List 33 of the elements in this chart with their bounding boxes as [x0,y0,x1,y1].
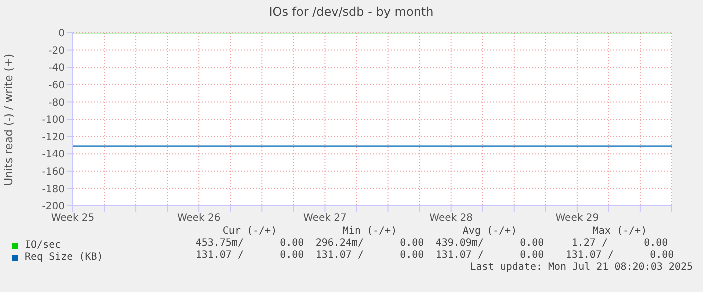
y-tick-label: -100 [42,115,65,126]
text: 296.24m/ 0.00 [316,238,424,249]
y-tick-label: -120 [42,132,65,144]
chart-title: IOs for /dev/sdb - by month [268,5,435,19]
text: 439.09m/ 0.00 [436,238,544,249]
text: Avg (-/+) [462,226,518,237]
x-tick-label: Week 29 [556,213,600,224]
text: 131.07 / 0.00 [316,250,424,261]
x-tick-label: Week 25 [51,213,95,224]
text: Cur (-/+) [222,226,278,237]
text: 1.27 / 0.00 [572,238,668,249]
y-tick-label: -160 [42,166,65,178]
legend-label: Req Size (KB) [25,252,104,263]
y-tick-label: -180 [42,184,65,196]
text: Last update: Mon Jul 21 08:20:03 2025 [470,262,693,273]
legend-label: IO/sec [25,240,62,251]
y-tick-label: -140 [42,150,65,161]
text: 131.07 / 0.00 [196,250,304,261]
y-tick-label: -20 [48,46,65,57]
y-tick-label: -40 [48,63,65,74]
text: Min (-/+) [342,226,398,237]
y-axis-title: Units read (-) / write (+) [2,54,16,186]
x-tick-label: Week 26 [177,213,221,224]
y-tick-label: 0 [58,28,65,40]
text: 453.75m/ 0.00 [196,238,304,249]
y-tick-label: -80 [48,98,65,109]
y-tick-label: -200 [42,202,65,213]
x-tick-label: Week 28 [430,213,473,224]
text: Max (-/+) [592,226,648,237]
text: 131.07 / 0.00 [566,250,674,261]
y-tick-label: -60 [48,80,65,92]
text: 131.07 / 0.00 [436,250,544,261]
x-tick-label: Week 27 [304,213,347,224]
